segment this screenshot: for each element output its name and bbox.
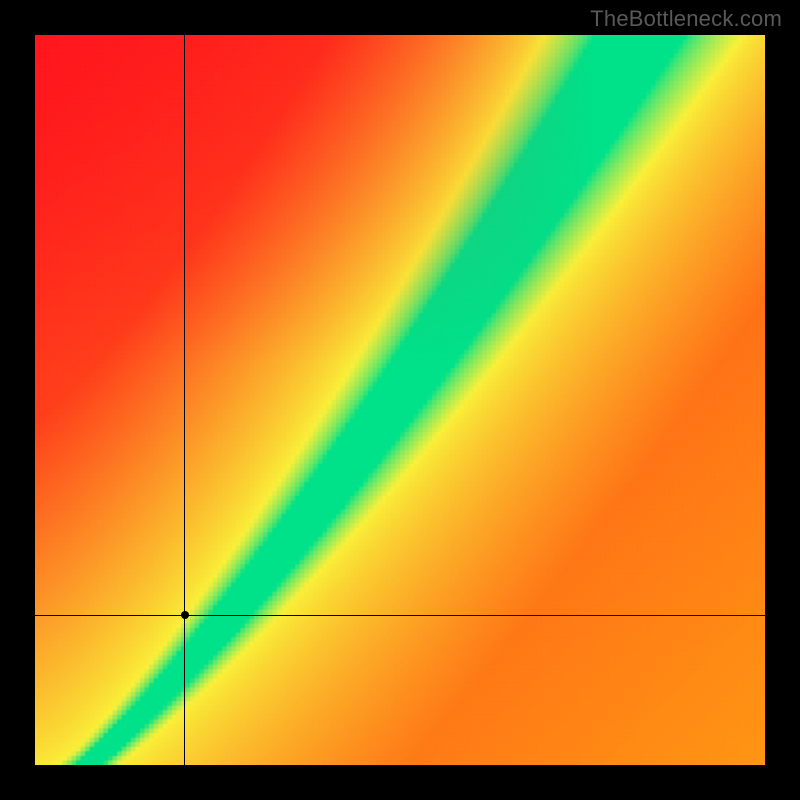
crosshair-horizontal	[35, 615, 765, 616]
bottleneck-heatmap	[35, 35, 765, 765]
chart-frame: TheBottleneck.com	[0, 0, 800, 800]
watermark-text: TheBottleneck.com	[590, 6, 782, 32]
crosshair-vertical	[184, 35, 185, 765]
crosshair-marker-icon	[181, 611, 189, 619]
